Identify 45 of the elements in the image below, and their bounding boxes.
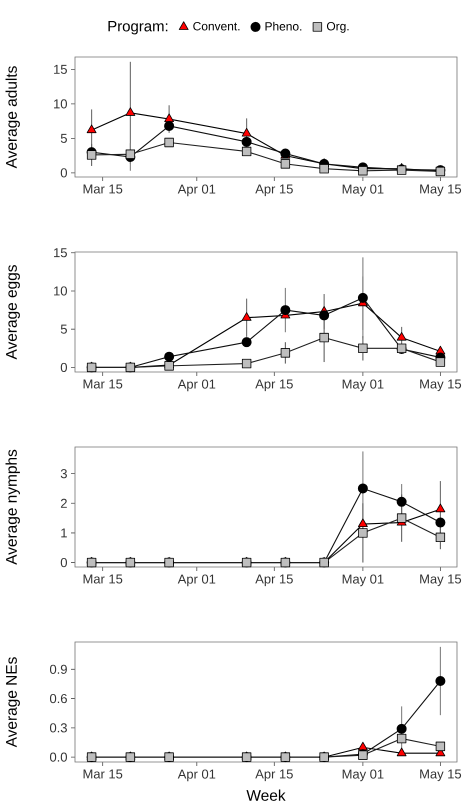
- x-tick-label: Apr 15: [255, 574, 293, 586]
- x-tick-label: May 01: [342, 380, 384, 392]
- y-tick-label: 15: [54, 248, 67, 258]
- y-tick-label: 0: [60, 168, 67, 178]
- y-tick-label: 3: [60, 469, 67, 478]
- y-tick-label: 0.6: [50, 694, 67, 704]
- y-tick-label: 0.3: [50, 723, 67, 732]
- y-tick-label: 10: [54, 99, 67, 108]
- y-tick-label: 2: [60, 498, 67, 508]
- x-tick-label: Apr 01: [178, 380, 216, 392]
- x-tick-label: Apr 15: [255, 770, 293, 782]
- x-tick-label: Apr 15: [255, 184, 293, 196]
- y-tick-label: 5: [60, 134, 67, 143]
- x-tick-label: Apr 01: [178, 184, 216, 196]
- x-axis-title: Week: [246, 790, 286, 801]
- y-tick-label: 0: [60, 362, 67, 372]
- x-tick-label: May 15: [420, 770, 462, 782]
- x-tick-label: May 01: [342, 574, 384, 586]
- legend-label: Pheno.: [265, 22, 302, 31]
- x-tick-label: Mar 15: [84, 770, 122, 779]
- y-tick-label: 5: [60, 324, 67, 334]
- y-axis-title: Average adults: [6, 66, 20, 168]
- y-tick-label: 1: [61, 528, 67, 538]
- x-tick-label: May 15: [420, 184, 462, 196]
- y-tick-label: 0: [60, 558, 67, 568]
- y-tick-label: 15: [54, 64, 67, 74]
- x-tick-label: Mar 15: [84, 184, 122, 194]
- legend-label: Org.: [326, 22, 349, 33]
- x-tick-label: Apr 01: [178, 574, 216, 586]
- y-tick-label: 0.0: [50, 752, 67, 762]
- x-tick-label: Mar 15: [84, 574, 122, 584]
- x-tick-label: May 15: [420, 574, 462, 586]
- y-tick-label: 0.9: [50, 664, 67, 674]
- x-tick-label: May 01: [342, 184, 384, 196]
- y-axis-title: Average nymphs: [6, 450, 20, 565]
- x-tick-label: May 01: [342, 770, 384, 782]
- y-axis-title: Average eggs: [6, 265, 20, 360]
- y-axis-title: Average NEs: [6, 657, 20, 748]
- y-tick-label: 10: [54, 286, 67, 296]
- x-tick-label: Apr 15: [255, 380, 293, 392]
- x-tick-label: Mar 15: [84, 380, 122, 389]
- legend-title: Program:: [108, 21, 168, 34]
- x-tick-label: Apr 01: [178, 770, 216, 782]
- legend-label: Convent.: [193, 22, 240, 30]
- x-tick-label: May 15: [420, 380, 462, 392]
